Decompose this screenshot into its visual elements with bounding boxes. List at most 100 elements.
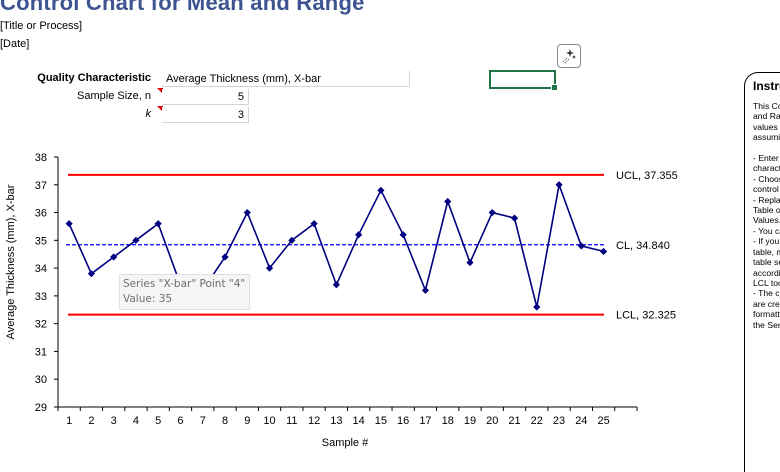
- lcl-label: LCL, 32.325: [616, 310, 676, 322]
- y-tick-label: 38: [35, 152, 47, 164]
- x-tick-label: 9: [244, 415, 250, 427]
- instructions-line: [753, 143, 780, 153]
- x-tick-label: 11: [286, 415, 297, 427]
- y-axis: 29 30 31 32 33 34 35 36 37 38: [35, 152, 59, 414]
- date-cell[interactable]: [Date]: [0, 38, 30, 50]
- instructions-line: Values.: [753, 215, 780, 226]
- quality-characteristic-label: Quality Characteristic: [37, 72, 151, 84]
- y-tick-label: 34: [35, 263, 47, 275]
- data-point-marker[interactable]: [577, 242, 585, 250]
- instructions-line: - Enter the quality: [753, 153, 780, 164]
- comment-indicator[interactable]: [157, 88, 163, 94]
- data-point-marker[interactable]: [110, 253, 118, 261]
- x-tick-label: 3: [111, 415, 117, 427]
- y-tick-label: 36: [35, 208, 47, 220]
- x-tick-label: 25: [597, 415, 609, 427]
- instructions-line: - Replace the values in the: [753, 194, 780, 205]
- y-tick-label: 30: [35, 374, 47, 386]
- data-point-marker[interactable]: [265, 264, 274, 272]
- data-point-marker[interactable]: [510, 214, 519, 222]
- x-tick-label: 23: [553, 415, 565, 427]
- ucl-label: UCL, 37.355: [616, 170, 678, 182]
- tooltip-series-point: Series "X-bar" Point "4": [123, 278, 246, 290]
- data-point-marker[interactable]: [310, 220, 318, 228]
- instructions-line: - The control limit labels: [753, 288, 780, 299]
- instructions-line: - Choose k for the: [753, 173, 780, 184]
- instructions-line: table, make sure the: [753, 246, 780, 257]
- sparkle-icon: [562, 49, 576, 64]
- instructions-panel: Instructions This Control Chart for Mean…: [744, 72, 780, 472]
- instructions-line: are created using: [753, 298, 780, 309]
- data-point-marker[interactable]: [533, 303, 541, 311]
- k-label: k: [145, 108, 152, 120]
- sample-size-input[interactable]: 5: [162, 89, 249, 105]
- data-point-marker[interactable]: [466, 258, 474, 267]
- fill-handle[interactable]: [551, 84, 558, 91]
- x-tick-label: 13: [330, 415, 342, 427]
- data-point-marker[interactable]: [243, 208, 251, 217]
- y-tick-label: 33: [35, 291, 47, 303]
- instructions-line: and Range uses the sample: [753, 111, 780, 122]
- x-tick-label: 18: [442, 415, 454, 427]
- x-axis-title: Sample #: [322, 437, 369, 449]
- y-tick-label: 32: [35, 319, 47, 331]
- data-point-marker[interactable]: [444, 197, 452, 206]
- x-tick-label: 10: [263, 415, 275, 427]
- x-tick-label: 21: [508, 415, 520, 427]
- x-tick-label: 7: [200, 415, 206, 427]
- instructions-line: table series update: [753, 257, 780, 268]
- x-tick-label: 12: [308, 415, 320, 427]
- y-tick-label: 31: [35, 346, 47, 358]
- x-tick-label: 24: [575, 415, 587, 427]
- data-point-marker[interactable]: [65, 220, 73, 228]
- process-title-cell[interactable]: [Title or Process]: [0, 20, 83, 32]
- data-point-marker[interactable]: [221, 253, 229, 261]
- data-point-marker[interactable]: [377, 186, 385, 194]
- data-point-marker[interactable]: [488, 208, 496, 217]
- quality-characteristic-input[interactable]: Average Thickness (mm), X-bar: [162, 71, 410, 87]
- x-tick-label: 1: [66, 415, 72, 427]
- tooltip-value: Value: 35: [123, 293, 173, 305]
- data-point-marker[interactable]: [154, 220, 162, 228]
- instructions-line: formatting labels from: [753, 309, 780, 320]
- instructions-line: This Control Chart for Mean: [753, 101, 780, 111]
- data-point-marker[interactable]: [555, 181, 563, 189]
- instructions-line: - If you add rows to the: [753, 236, 780, 247]
- y-tick-label: 37: [35, 180, 47, 192]
- sample-size-label: Sample Size, n: [20, 90, 151, 102]
- data-point-marker[interactable]: [332, 281, 340, 289]
- data-point-marker[interactable]: [355, 231, 363, 239]
- chart-tooltip: Series "X-bar" Point "4" Value: 35: [119, 274, 250, 310]
- x-tick-label: 4: [133, 415, 139, 427]
- instructions-line: - You can add samples.: [753, 225, 780, 236]
- y-tick-label: 29: [35, 402, 47, 414]
- instructions-line: LCL too.: [753, 277, 780, 288]
- sheet-title: Control Chart for Mean and Range: [0, 0, 365, 15]
- data-point-marker[interactable]: [87, 270, 96, 278]
- sample-size-label-text: Sample Size, n: [77, 90, 151, 102]
- x-tick-label: 14: [353, 415, 365, 427]
- instructions-line: the Series.: [753, 319, 780, 330]
- data-point-marker[interactable]: [421, 286, 430, 294]
- data-point-marker[interactable]: [288, 236, 296, 244]
- instructions-line: assuming normality.: [753, 132, 780, 143]
- data-point-marker[interactable]: [599, 247, 608, 256]
- data-point-marker[interactable]: [132, 236, 140, 244]
- x-tick-label: 20: [486, 415, 498, 427]
- comment-indicator[interactable]: [157, 106, 163, 112]
- x-bar-series[interactable]: [65, 181, 608, 311]
- k-input[interactable]: 3: [162, 107, 249, 123]
- data-point-marker[interactable]: [399, 231, 407, 239]
- instructions-line: Table of Sample: [753, 205, 780, 216]
- x-tick-label: 6: [177, 415, 183, 427]
- x-tick-label: 2: [88, 415, 94, 427]
- instructions-line: control limits.: [753, 184, 780, 195]
- selected-cell[interactable]: [489, 70, 558, 91]
- x-tick-label: 5: [155, 415, 161, 427]
- x-axis: 1 2 3 4 5 6 7 8 9 10 11 12 13 14 15 16 17 18 19 20 21 22 23 24 2…: [57, 406, 638, 427]
- copilot-sparkle-button[interactable]: [557, 44, 581, 68]
- x-tick-label: 8: [222, 415, 228, 427]
- x-tick-label: 16: [397, 415, 409, 427]
